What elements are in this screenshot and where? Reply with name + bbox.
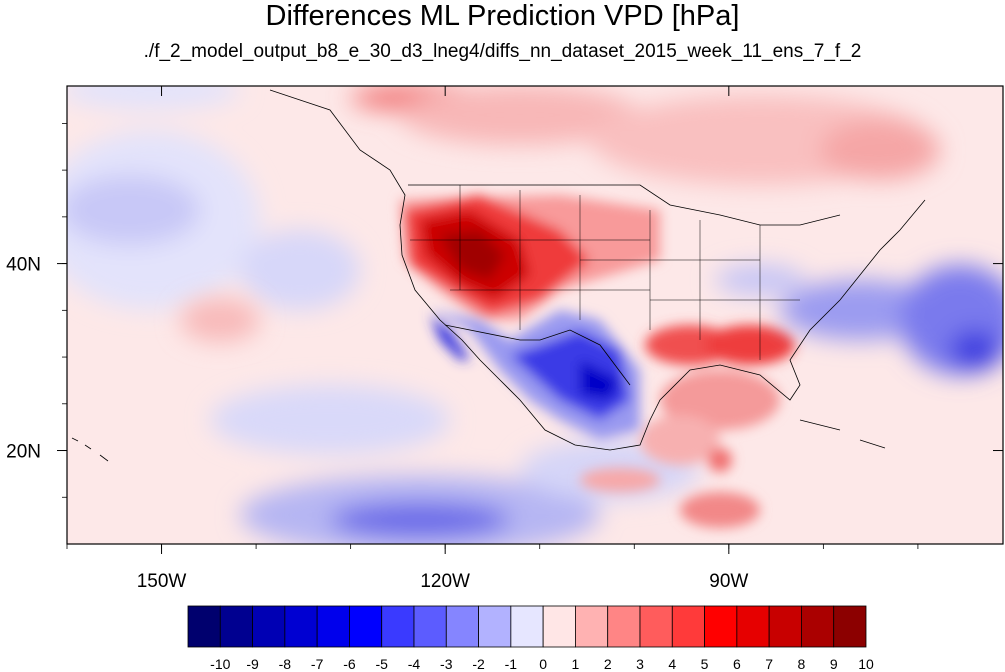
lon-tick-label: 150W — [137, 571, 187, 592]
caribbean-islands — [799, 419, 886, 449]
map-outlines — [71, 89, 926, 462]
colorbar-label: 5 — [701, 656, 709, 672]
colorbar-label: 2 — [604, 656, 612, 672]
colorbar-swatch — [284, 605, 318, 648]
hawaii-islands — [71, 437, 109, 462]
longitude-axis: 150W 120W 90W — [66, 86, 919, 592]
colorbar-label: -8 — [279, 656, 292, 672]
pacific-negative-anomaly — [67, 86, 700, 544]
lat-tick-label: 40N — [6, 255, 41, 276]
colorbar-label: -3 — [440, 656, 453, 672]
colorbar-label: 9 — [830, 656, 838, 672]
colorbar-swatch — [639, 605, 673, 648]
us-mexico-border — [444, 324, 631, 386]
us-canada-border — [408, 184, 841, 226]
chart-title: Differences ML Prediction VPD [hPa] — [265, 0, 740, 32]
colorbar-swatch — [542, 605, 576, 648]
colorbar-swatch — [575, 605, 609, 648]
north-america-coastline — [269, 89, 926, 451]
northern-positive-anomaly — [180, 86, 940, 342]
colorbar-label: 0 — [539, 656, 547, 672]
colorbar-swatch — [704, 605, 738, 648]
western-us-positive-anomaly — [400, 195, 660, 320]
latitude-axis: 40N 20N — [6, 122, 1003, 498]
colorbar-swatch — [478, 605, 512, 648]
colorbar-label: 7 — [765, 656, 773, 672]
colorbar-swatch — [445, 605, 479, 648]
colorbar-label: -6 — [343, 656, 356, 672]
colorbar-label: 4 — [668, 656, 676, 672]
colorbar-label: 1 — [572, 656, 580, 672]
colorbar-label: 8 — [798, 656, 806, 672]
map-frame — [66, 85, 1004, 545]
lon-tick-label: 120W — [420, 571, 470, 592]
colorbar-swatch — [736, 605, 770, 648]
mexico-negative-anomaly — [430, 310, 640, 440]
colorbar-swatch — [252, 605, 286, 648]
colorbar-label: -10 — [210, 656, 230, 672]
colorbar-swatch — [768, 605, 802, 648]
colorbar-swatch — [510, 605, 544, 648]
colorbar-swatch — [349, 605, 383, 648]
colorbar: -10 -9 -8 -7 -6 -5 -4 -3 -2 -1 0 1 2 3 4 5 6 7 8 9 10 — [187, 605, 874, 672]
colorbar-swatch — [381, 605, 415, 648]
colorbar-label: -4 — [408, 656, 421, 672]
colorbar-label: 3 — [636, 656, 644, 672]
colorbar-label: -7 — [311, 656, 324, 672]
colorbar-swatch — [671, 605, 705, 648]
colorbar-label: 6 — [733, 656, 741, 672]
lon-tick-label: 90W — [709, 571, 748, 592]
colorbar-label: -5 — [375, 656, 388, 672]
colorbar-label: 10 — [858, 656, 874, 672]
chart-subtitle: ./f_2_model_output_b8_e_30_d3_lneg4/diff… — [143, 41, 862, 62]
colorbar-swatch — [413, 605, 447, 648]
colorbar-label: -9 — [246, 656, 259, 672]
colorbar-label: -1 — [505, 656, 518, 672]
colorbar-swatch — [801, 605, 835, 648]
state-boundaries — [410, 185, 800, 360]
colorbar-label: -2 — [472, 656, 485, 672]
colorbar-swatch — [316, 605, 350, 648]
southeast-us-positive-anomaly — [580, 325, 795, 528]
colorbar-swatch — [219, 605, 253, 648]
lat-tick-label: 20N — [6, 442, 41, 463]
vpd-difference-field — [67, 86, 1003, 544]
atlantic-negative-anomaly — [715, 265, 1003, 375]
colorbar-swatch — [607, 605, 641, 648]
colorbar-swatch — [833, 605, 867, 648]
colorbar-swatch — [187, 605, 221, 648]
